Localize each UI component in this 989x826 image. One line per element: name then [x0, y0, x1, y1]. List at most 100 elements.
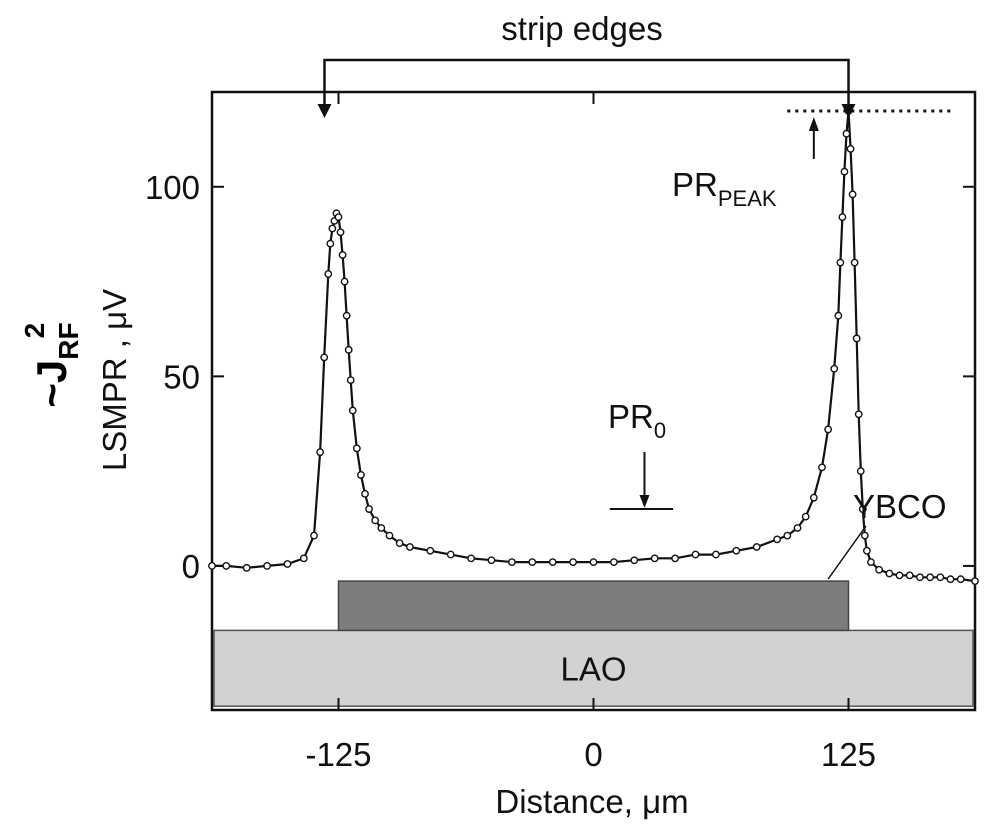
- data-point: [972, 578, 978, 584]
- data-point: [488, 557, 494, 563]
- data-point: [311, 532, 317, 538]
- data-point: [858, 468, 864, 474]
- x-tick-label: 0: [584, 736, 602, 773]
- data-point: [733, 548, 739, 554]
- data-point: [862, 532, 868, 538]
- data-point: [335, 214, 341, 220]
- data-point: [378, 525, 384, 531]
- data-point: [853, 335, 859, 341]
- data-point: [341, 278, 347, 284]
- data-point: [811, 494, 817, 500]
- y-axis-extra-label: ~JRF2: [19, 322, 84, 407]
- data-point: [325, 271, 331, 277]
- data-point: [407, 544, 413, 550]
- y-extra-prefix: ~J: [28, 360, 75, 408]
- y-tick-label: 50: [163, 358, 200, 395]
- strip-edges-label: strip edges: [501, 10, 662, 47]
- lao-label: LAO: [560, 650, 626, 687]
- y-axis-ticks: 0 50 100: [145, 169, 975, 585]
- data-point: [843, 131, 849, 137]
- pr-peak-arrow-head: [809, 117, 819, 131]
- data-point: [819, 464, 825, 470]
- data-point: [317, 449, 323, 455]
- strip-edges-bracket: [324, 60, 848, 108]
- data-point: [794, 525, 800, 531]
- strip-edge-left-arrow: [317, 104, 331, 118]
- pr-zero-main: PR: [608, 398, 654, 435]
- data-point: [468, 555, 474, 561]
- data-point: [362, 491, 368, 497]
- data-point: [223, 563, 229, 569]
- data-point: [825, 426, 831, 432]
- data-point: [774, 536, 780, 542]
- data-point: [927, 574, 933, 580]
- data-point: [864, 548, 870, 554]
- data-point: [672, 555, 678, 561]
- ybco-label: YBCO: [853, 488, 947, 525]
- data-point: [339, 252, 345, 258]
- data-point: [243, 565, 249, 571]
- ybco-film-bar: [338, 581, 848, 630]
- pr-zero-arrow-head: [640, 495, 650, 508]
- data-point: [358, 472, 364, 478]
- pr-peak-main: PR: [672, 166, 718, 203]
- data-point: [631, 557, 637, 563]
- data-point: [868, 559, 874, 565]
- data-point: [947, 576, 953, 582]
- pr-peak-sub: PEAK: [718, 186, 777, 211]
- data-point: [386, 532, 392, 538]
- x-tick-label: 125: [821, 736, 876, 773]
- data-point: [847, 146, 853, 152]
- data-point: [570, 559, 576, 565]
- data-point: [396, 540, 402, 546]
- data-point: [348, 377, 354, 383]
- x-tick-label: -125: [305, 736, 371, 773]
- data-point: [784, 532, 790, 538]
- y-tick-label: 0: [182, 548, 200, 585]
- data-point: [372, 517, 378, 523]
- data-point: [876, 567, 882, 573]
- y-extra-sup: 2: [19, 323, 50, 339]
- data-point: [907, 572, 913, 578]
- data-point: [337, 229, 343, 235]
- data-point: [366, 506, 372, 512]
- data-point: [345, 347, 351, 353]
- pr-zero-sub: 0: [654, 418, 666, 443]
- data-point: [529, 559, 535, 565]
- data-point: [301, 555, 307, 561]
- data-point: [856, 411, 862, 417]
- data-point: [835, 312, 841, 318]
- data-point: [327, 240, 333, 246]
- data-point: [321, 354, 327, 360]
- data-point: [692, 551, 698, 557]
- data-point: [937, 574, 943, 580]
- data-point: [841, 168, 847, 174]
- x-axis-title: Distance, μm: [495, 783, 688, 820]
- data-point: [329, 225, 335, 231]
- data-point: [837, 259, 843, 265]
- data-point: [590, 559, 596, 565]
- data-point: [350, 407, 356, 413]
- data-point: [611, 559, 617, 565]
- data-point: [802, 513, 808, 519]
- y-tick-label: 100: [145, 169, 200, 206]
- data-point: [343, 312, 349, 318]
- data-point: [851, 259, 857, 265]
- data-point: [264, 563, 270, 569]
- data-point: [896, 572, 902, 578]
- y-axis-title: LSMPR , μV: [96, 289, 133, 471]
- data-point: [917, 574, 923, 580]
- data-point: [209, 563, 215, 569]
- data-point: [509, 559, 515, 565]
- data-point: [284, 561, 290, 567]
- data-point: [427, 548, 433, 554]
- data-point: [958, 576, 964, 582]
- data-point: [549, 559, 555, 565]
- pr-peak-label: PRPEAK: [672, 166, 777, 211]
- ybco-leader-line: [828, 526, 866, 579]
- data-point: [886, 570, 892, 576]
- data-point: [447, 551, 453, 557]
- data-point: [652, 555, 658, 561]
- data-point: [839, 214, 845, 220]
